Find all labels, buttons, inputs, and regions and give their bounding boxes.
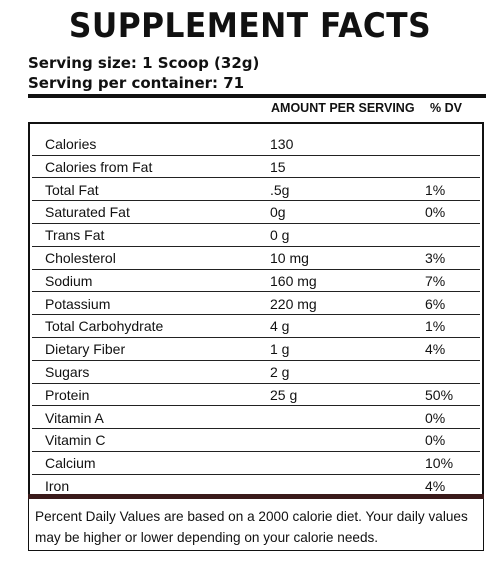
row-dv: 1% <box>425 181 446 198</box>
row-amount: 4 g <box>270 318 290 335</box>
table-row: Potassium 220 mg 6% <box>32 292 480 316</box>
row-amount: 1 g <box>270 341 290 358</box>
row-amount: 220 mg <box>270 295 317 312</box>
row-dv: 4% <box>425 478 446 494</box>
row-dv: 3% <box>425 250 446 266</box>
table-row: Saturated Fat 0g 0% <box>32 200 480 225</box>
row-dv: 10% <box>425 455 454 472</box>
servings-per-container: Serving per container: 71 <box>28 74 245 92</box>
row-label: Vitamin C <box>45 432 106 449</box>
row-dv: 50% <box>425 386 454 403</box>
row-label: Sodium <box>45 272 93 289</box>
table-row: Sodium 160 mg 7% <box>32 269 480 293</box>
row-label: Calories from Fat <box>45 158 153 175</box>
row-dv: 6% <box>425 295 446 312</box>
column-header-amount: AMOUNT PER SERVING <box>271 101 415 115</box>
table-bottom-rule <box>28 494 484 499</box>
row-label: Trans Fat <box>45 227 105 244</box>
page-title: SUPPLEMENT FACTS <box>68 6 432 46</box>
row-amount: 0g <box>270 204 286 221</box>
header-rule <box>28 94 486 98</box>
row-amount: 25 g <box>270 386 298 403</box>
table-row: Calories from Fat 15 <box>32 155 480 179</box>
row-amount: 10 mg <box>270 250 309 266</box>
serving-size: Serving size: 1 Scoop (32g) <box>28 54 260 72</box>
row-dv: 1% <box>425 318 446 335</box>
table-row: Calcium 10% <box>32 451 480 475</box>
row-label: Iron <box>45 478 70 494</box>
row-dv: 0% <box>425 432 446 449</box>
row-label: Total Fat <box>45 181 99 198</box>
table-row: Dietary Fiber 1 g 4% <box>32 337 480 361</box>
table-row: Total Fat .5g 1% <box>32 178 480 202</box>
row-amount: 130 <box>270 136 294 152</box>
row-amount: 2 g <box>270 364 290 380</box>
row-dv: 0% <box>425 204 446 221</box>
column-header-dv: % DV <box>430 101 462 115</box>
row-dv: 7% <box>425 272 446 289</box>
daily-value-footnote: Percent Daily Values are based on a 2000… <box>28 499 484 551</box>
table-row: Vitamin A 0% <box>32 406 480 430</box>
row-label: Cholesterol <box>45 250 116 266</box>
row-label: Calories <box>45 136 97 152</box>
row-label: Vitamin A <box>45 409 104 426</box>
row-label: Protein <box>45 386 90 403</box>
row-dv: 0% <box>425 409 446 426</box>
row-label: Potassium <box>45 295 111 312</box>
table-row: Protein 25 g 50% <box>32 383 480 407</box>
table-row: Calories 130 <box>32 132 480 156</box>
row-label: Dietary Fiber <box>45 341 126 358</box>
row-amount: 160 mg <box>270 272 317 289</box>
table-row: Sugars 2 g <box>32 360 480 384</box>
facts-table <box>28 122 484 494</box>
row-label: Total Carbohydrate <box>45 318 164 335</box>
table-row: Total Carbohydrate 4 g 1% <box>32 314 480 339</box>
row-label: Sugars <box>45 364 90 380</box>
row-dv: 4% <box>425 341 446 358</box>
row-label: Saturated Fat <box>45 204 130 221</box>
table-row: Vitamin C 0% <box>32 428 480 453</box>
row-amount: 15 <box>270 158 286 175</box>
table-row: Cholesterol 10 mg 3% <box>32 246 480 270</box>
row-label: Calcium <box>45 455 96 472</box>
row-amount: .5g <box>270 181 290 198</box>
row-amount: 0 g <box>270 227 290 244</box>
table-row: Trans Fat 0 g <box>32 223 480 247</box>
